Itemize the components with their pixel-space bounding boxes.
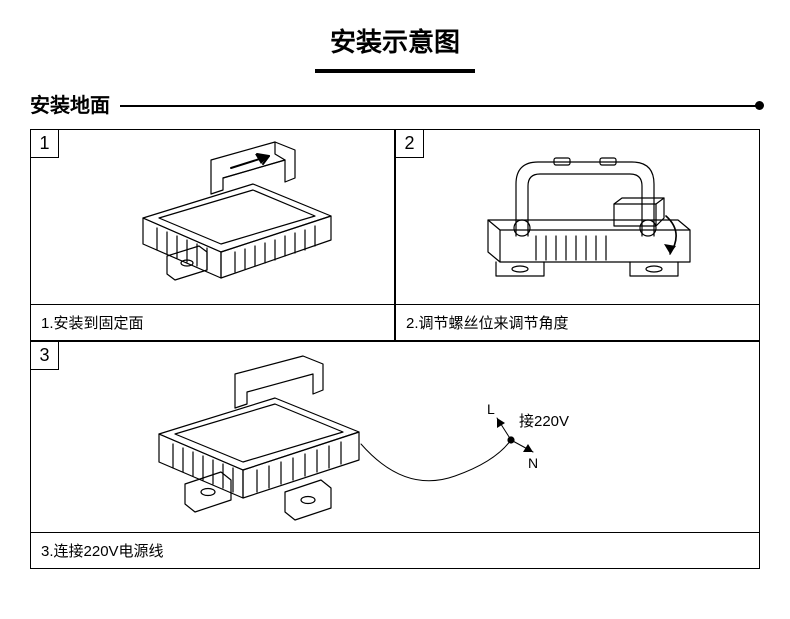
step-2-figure [396, 130, 759, 304]
subheader-dot [755, 101, 764, 110]
subheader-row: 安装地面 [30, 91, 760, 121]
wire-l-label: L [487, 401, 495, 417]
page-title: 安装示意图 [0, 0, 790, 69]
wire-220v-label: 接220V [519, 413, 569, 430]
wire-n-label: N [528, 455, 538, 471]
step-3-figure: L N 接220V [31, 342, 759, 532]
step-1-figure [31, 130, 394, 304]
step-3-cell: 3 [31, 341, 759, 568]
diagram-grid: 1 [30, 129, 760, 569]
step-1-cell: 1 [31, 130, 395, 341]
step-2-cell: 2 [395, 130, 759, 341]
title-underline [315, 69, 475, 73]
step-3-caption: 3.连接220V电源线 [31, 532, 759, 568]
subheader-line [30, 105, 760, 107]
step-2-caption: 2.调节螺丝位来调节角度 [396, 304, 759, 340]
step-1-caption: 1.安装到固定面 [31, 304, 394, 340]
subheader: 安装地面 [30, 89, 120, 118]
